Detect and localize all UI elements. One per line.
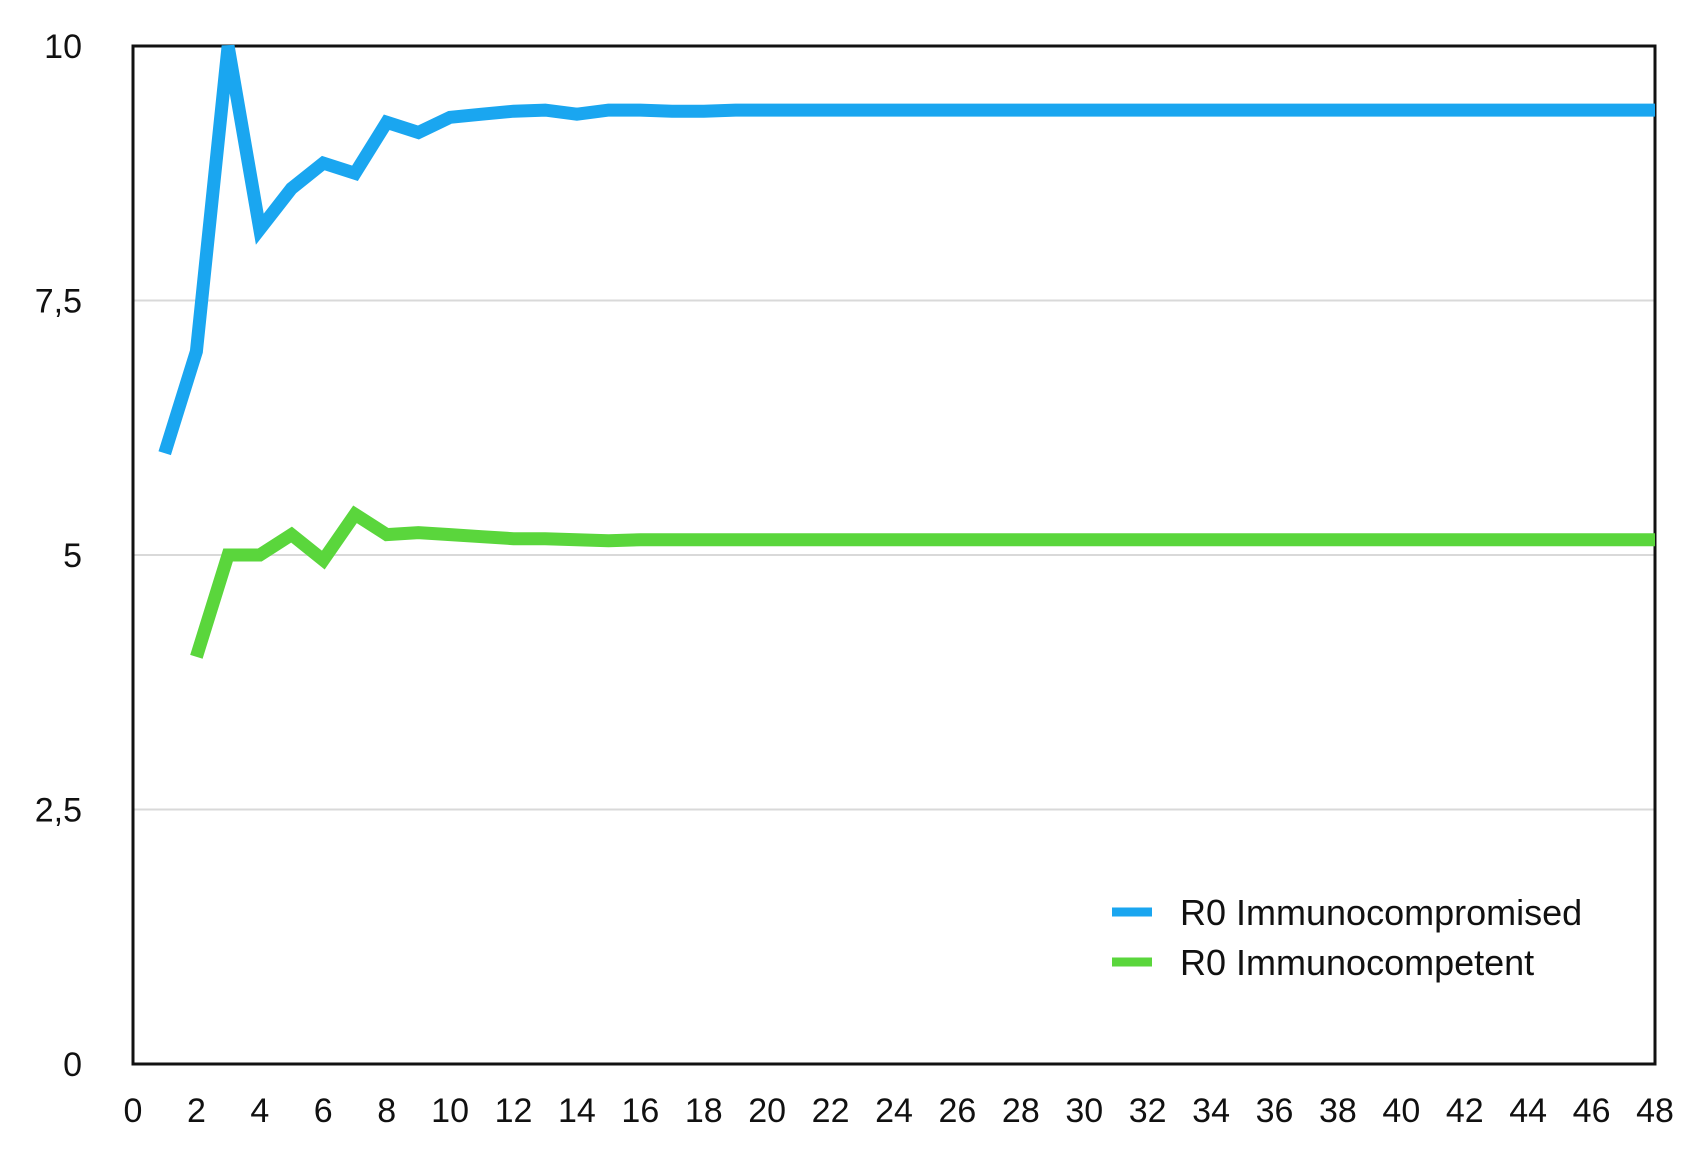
x-tick-label: 38 [1319, 1092, 1357, 1130]
x-tick-label: 10 [431, 1092, 469, 1130]
x-tick-label: 14 [558, 1092, 596, 1130]
x-tick-label: 34 [1192, 1092, 1230, 1130]
y-tick-label: 10 [44, 28, 82, 66]
x-tick-label: 20 [748, 1092, 786, 1130]
x-tick-label: 48 [1636, 1092, 1674, 1130]
series-line-2 [190, 505, 1655, 659]
x-tick-label: 4 [250, 1092, 269, 1130]
legend-label-1: R0 Immunocompromised [1180, 892, 1582, 933]
y-axis-tick-labels: 0 2,5 5 7,5 10 [35, 28, 82, 1084]
legend: R0 Immunocompromised R0 Immunocompetent [1112, 892, 1582, 983]
x-tick-label: 16 [621, 1092, 659, 1130]
legend-label-2: R0 Immunocompetent [1180, 942, 1534, 983]
x-axis-tick-labels: 0 2 4 6 8 10 12 14 16 18 20 22 24 26 28 30 32 34 36 38 40 42 4… [124, 1092, 1674, 1130]
x-tick-label: 46 [1573, 1092, 1611, 1130]
x-tick-label: 22 [812, 1092, 850, 1130]
x-tick-label: 36 [1256, 1092, 1294, 1130]
x-tick-label: 2 [187, 1092, 206, 1130]
series-line-1 [158, 44, 1655, 456]
grid-lines [133, 299, 1655, 811]
x-tick-label: 30 [1065, 1092, 1103, 1130]
y-tick-label: 2,5 [35, 792, 82, 830]
x-tick-label: 40 [1382, 1092, 1420, 1130]
x-tick-label: 0 [124, 1092, 143, 1130]
x-tick-label: 18 [685, 1092, 723, 1130]
y-tick-label: 5 [63, 537, 82, 575]
y-tick-label: 0 [63, 1046, 82, 1084]
x-tick-label: 6 [314, 1092, 333, 1130]
x-tick-label: 8 [377, 1092, 396, 1130]
x-tick-label: 42 [1446, 1092, 1484, 1130]
x-tick-label: 26 [939, 1092, 977, 1130]
x-tick-label: 28 [1002, 1092, 1040, 1130]
x-tick-label: 24 [875, 1092, 913, 1130]
x-tick-label: 32 [1129, 1092, 1167, 1130]
plot-area-frame [131, 44, 1657, 1066]
series-lines [158, 44, 1655, 659]
x-tick-label: 44 [1509, 1092, 1547, 1130]
y-tick-label: 7,5 [35, 283, 82, 321]
x-tick-label: 12 [495, 1092, 533, 1130]
